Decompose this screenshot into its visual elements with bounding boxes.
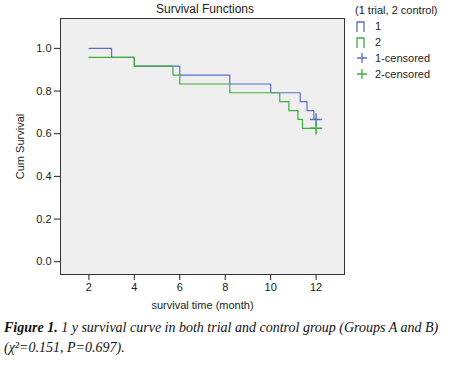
html-text:1-censored: 1-censored <box>375 52 430 64</box>
svg-text:2: 2 <box>86 281 92 293</box>
svg-text:10: 10 <box>265 281 277 293</box>
svg-text:Cum Survival: Cum Survival <box>14 114 26 179</box>
svg-text:0.8: 0.8 <box>36 85 51 97</box>
html-text:2: 2 <box>375 36 382 48</box>
html-text:2-censored: 2-censored <box>375 68 430 80</box>
svg-text:0.6: 0.6 <box>36 127 51 139</box>
svg-text:0.0: 0.0 <box>36 255 51 267</box>
svg-text:0.2: 0.2 <box>36 213 51 225</box>
svg-text:0.4: 0.4 <box>36 170 51 182</box>
svg-text:survival time (month): survival time (month) <box>151 299 253 311</box>
html-text:Survival Functions: Survival Functions <box>156 2 254 16</box>
svg-text:8: 8 <box>222 281 228 293</box>
svg-text:6: 6 <box>177 281 183 293</box>
html-text:Figure 1. 1 y survival curve i: Figure 1. 1 y survival curve in both tri… <box>4 320 439 355</box>
svg-text:12: 12 <box>310 281 322 293</box>
html-text:(1 trial, 2 control): (1 trial, 2 control) <box>355 4 438 16</box>
svg-text:4: 4 <box>131 281 137 293</box>
html-text:1: 1 <box>375 20 382 32</box>
svg-text:1.0: 1.0 <box>36 42 51 54</box>
